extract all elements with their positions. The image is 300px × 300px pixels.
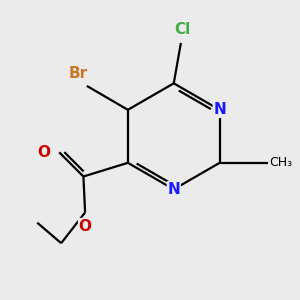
Text: N: N — [213, 102, 226, 117]
Text: Br: Br — [69, 66, 88, 81]
Text: N: N — [167, 182, 180, 197]
Text: O: O — [38, 145, 51, 160]
Text: Cl: Cl — [175, 22, 191, 37]
Text: O: O — [79, 219, 92, 234]
Text: CH₃: CH₃ — [269, 156, 292, 169]
